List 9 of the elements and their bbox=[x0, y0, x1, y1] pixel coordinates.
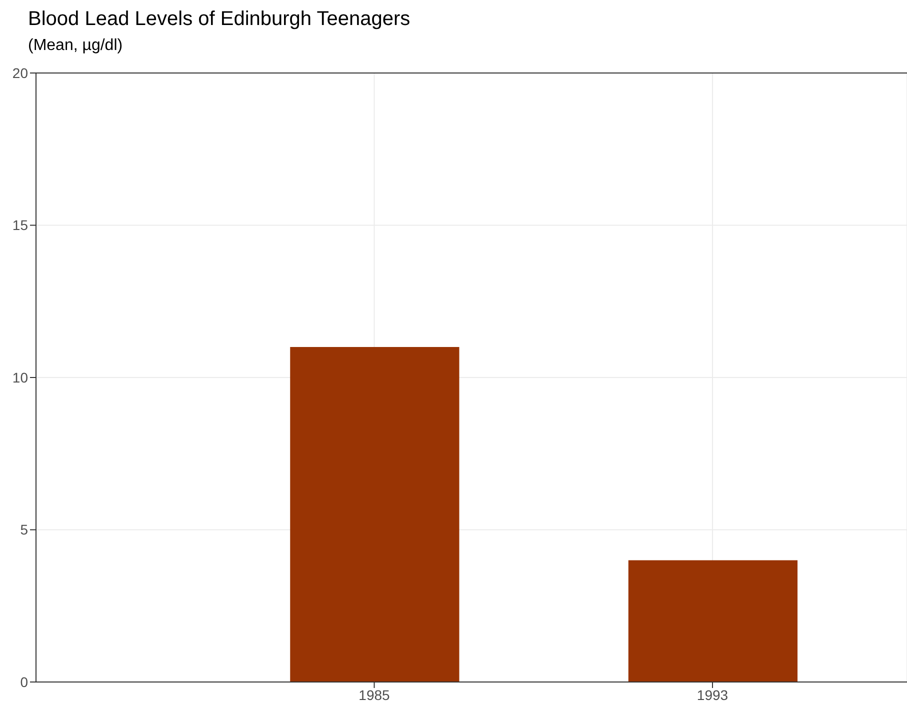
x-tick-label: 1993 bbox=[696, 686, 728, 703]
chart-title: Blood Lead Levels of Edinburgh Teenagers bbox=[28, 8, 412, 31]
x-tick-label: 1985 bbox=[358, 686, 390, 703]
y-tick-label: 0 bbox=[20, 674, 28, 690]
y-tick-label: 20 bbox=[12, 64, 28, 81]
y-tick-label: 15 bbox=[12, 217, 28, 234]
chart-subtitle: (Mean, µg/dl) bbox=[28, 37, 124, 55]
y-tick-label: 5 bbox=[20, 522, 28, 538]
y-tick-label: 10 bbox=[12, 369, 28, 386]
